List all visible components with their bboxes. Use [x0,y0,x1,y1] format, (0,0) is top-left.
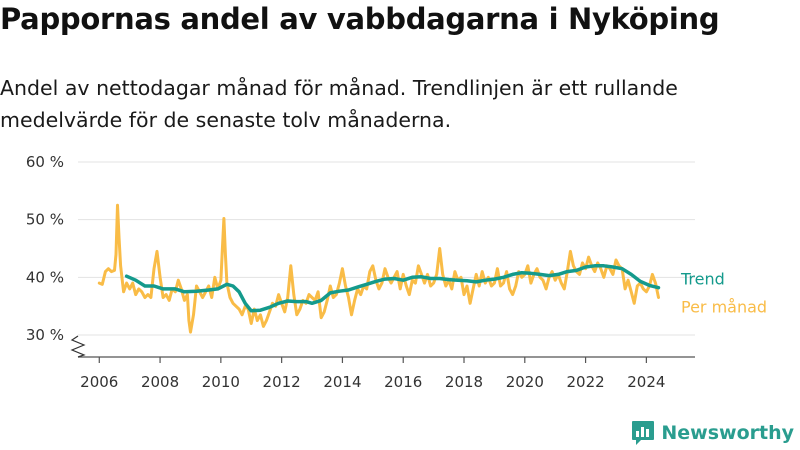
axis-break-zigzag [70,335,86,358]
monthly-series-line [97,203,660,334]
x-tick-label: 2008 [141,373,179,391]
monthly-label: Per månad [681,298,767,317]
x-tick-label: 2022 [566,373,604,391]
axis-break-icon [70,335,86,358]
x-tick-label: 2020 [506,373,544,391]
x-tick-label: 2012 [263,373,301,391]
x-tick-label: 2024 [627,373,665,391]
y-tick-label: 40 % [26,268,64,286]
chart-title: Pappornas andel av vabbdagarna i Nyköpin… [0,2,720,36]
x-axis: 2006 2008 2010 2012 2014 2016 2018 2020 2022 2024 [78,356,695,391]
y-tick-labels: 30 % 40 % 50 % 60 % [26,153,64,344]
trend-series-line [124,264,661,313]
series-labels: Trend Per månad [680,270,767,317]
y-tick-label: 50 % [26,211,64,229]
x-tick-label: 2016 [384,373,422,391]
y-tick-label: 30 % [26,326,64,344]
chart-subtitle: Andel av nettodagar månad för månad. Tre… [0,76,678,132]
series-lines [97,203,661,334]
brand-name: Newsworthy [661,422,794,444]
x-tick-label: 2014 [323,373,361,391]
x-tick-label: 2006 [80,373,118,391]
gridlines [78,161,695,336]
x-tick-label: 2010 [202,373,240,391]
brand-logo: Newsworthy [631,420,794,446]
newsworthy-logo-icon [632,421,655,445]
x-tick-label: 2018 [445,373,483,391]
y-tick-label: 60 % [26,153,64,171]
trend-label: Trend [680,270,725,289]
